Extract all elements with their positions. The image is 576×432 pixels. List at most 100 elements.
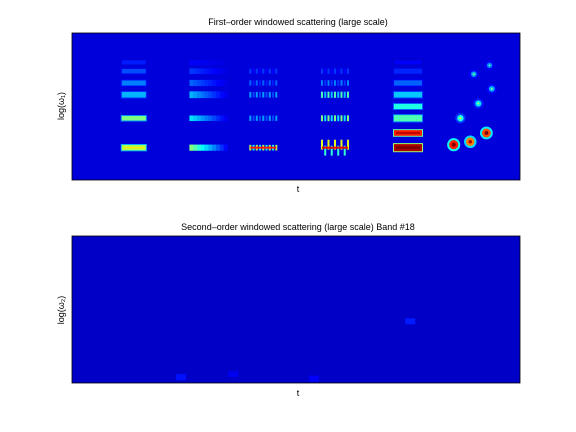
chart1-fade-segment [216,144,221,151]
chart1-fade-segment [223,91,228,99]
chart2-faint-feature [228,371,239,378]
chart1-stripe [320,68,323,74]
chart1-spot-core [451,142,456,147]
chart1-title: First–order windowed scattering (large s… [208,17,388,27]
chart1-stripe [324,145,327,156]
chart1-stripe [337,80,340,86]
chart1-fade-segment [200,68,205,75]
chart1-fade-segment [212,68,217,75]
chart1-stripe [324,91,327,98]
chart1-stripe [265,80,268,86]
chart1-fade-segment [200,91,205,99]
chart1-stripe [272,115,275,121]
chart1-fade-segment [193,59,198,65]
chart1-fade-segment [200,59,205,65]
chart1-fade-segment [223,59,228,65]
chart1-stripe [265,115,268,121]
chart1-background-cell [72,33,520,180]
chart1-fade-segment [212,91,217,99]
chart1-stripe [343,145,346,156]
chart1-fade-segment [219,68,224,75]
chart1-fade-segment [223,79,228,87]
chart1-fade-segment [197,59,202,65]
chart1-stripe [337,68,340,74]
chart1-stripe [333,91,336,98]
chart1-stripe [249,68,252,74]
chart1-band [394,68,422,74]
chart1-fade-segment [189,115,194,122]
chart1-band [121,60,146,65]
chart1-fade-segment [204,68,209,75]
chart2-frame [71,235,521,384]
chart1-stripe [262,68,265,74]
chart1-fade-segment [189,91,194,99]
chart1-stripe [249,91,252,98]
chart1-stripe [340,80,343,86]
chart1-spot-core [468,140,473,144]
chart1-stripe [259,91,262,98]
chart1-stripe [346,139,349,150]
chart1-fade-segment [193,91,198,99]
chart1-fade-segment [212,59,217,65]
chart1-spot-core [472,73,475,76]
chart2-faint-feature [405,318,416,325]
chart2-background-cell [72,236,520,383]
chart1-stripe [324,80,327,86]
chart1-band [394,60,422,65]
chart1-stripe [346,80,349,86]
chart1-fade-segment [223,115,228,122]
chart2-heatmap [72,236,520,383]
chart1-fade-segment [216,91,221,99]
chart1-fade-segment [197,144,202,151]
chart1-stripe [275,68,278,74]
chart1-fade-segment [219,115,224,122]
chart1-stripe [320,115,323,122]
chart1-stripe [346,115,349,122]
chart1-spot-core [459,117,462,120]
chart1-stripe [262,115,265,121]
chart1-fade-segment [208,68,213,75]
chart1-fade-segment [212,79,217,87]
chart1-stripe [343,80,346,86]
chart1-fade-segment [189,68,194,75]
chart1-stripe [268,68,271,74]
chart1-band [394,80,422,86]
chart1-fade-segment [219,59,224,65]
chart1-fade-segment [223,68,228,75]
chart1-stripe [330,145,333,156]
chart1-stripe [333,115,336,122]
chart1-stripe [255,91,258,98]
chart1-stripe [259,115,262,121]
chart1-stripe-core [250,146,277,149]
chart1-stripe [259,68,262,74]
chart1-stripe [272,91,275,98]
chart1-fade-segment [204,79,209,87]
chart1-stripe [343,91,346,98]
chart1-stripe [337,145,340,156]
chart1-band-core [396,132,420,134]
chart1-fade-segment [204,59,209,65]
chart1-fade-segment [219,79,224,87]
chart1-stripe-core [321,146,348,149]
chart1-stripe [337,115,340,122]
chart1-fade-segment [216,59,221,65]
chart1-fade-segment [193,115,198,122]
chart1-fade-segment [219,91,224,99]
chart1-fade-segment [197,79,202,87]
chart1-stripe [268,115,271,121]
chart1-stripe [272,80,275,86]
chart1-fade-segment [200,144,205,151]
chart1-stripe [333,80,336,86]
chart1-fade-segment [216,68,221,75]
chart1-stripe [272,68,275,74]
chart2-faint-feature [308,375,319,382]
chart1-stripe [320,91,323,98]
chart1-stripe [259,80,262,86]
chart1-stripe [330,80,333,86]
chart1-fade-segment [208,79,213,87]
chart1-stripe [320,80,323,86]
chart1-stripe [252,68,255,74]
chart1-fade-segment [193,144,198,151]
chart2-xlabel: t [297,388,300,398]
